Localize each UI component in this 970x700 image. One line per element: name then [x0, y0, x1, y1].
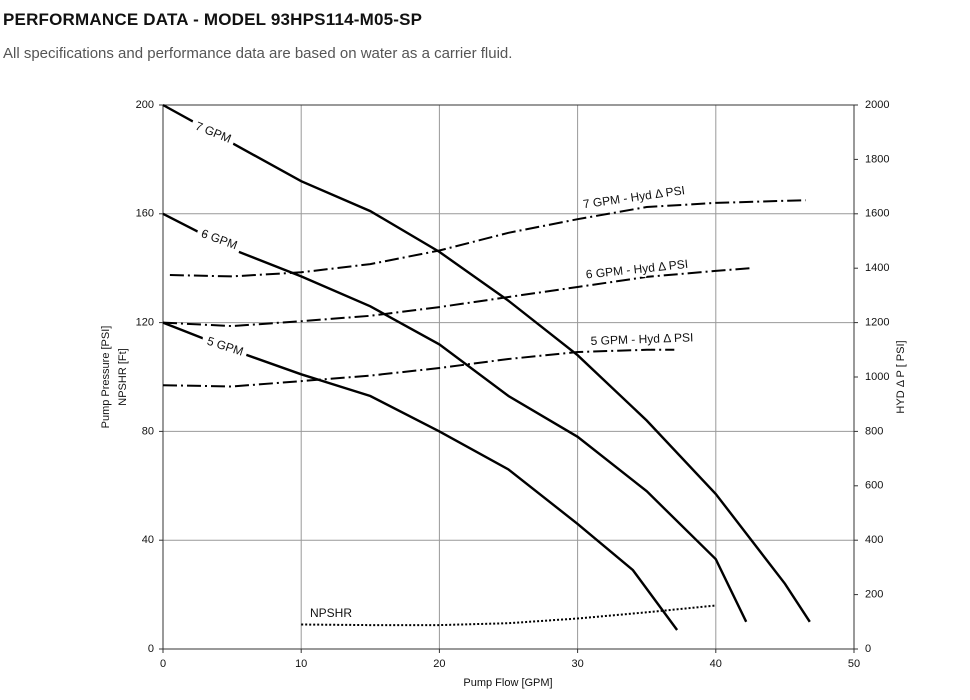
series-label: 5 GPM	[205, 334, 245, 359]
y-tick-label: 0	[148, 643, 154, 655]
series-line	[162, 321, 679, 631]
series-line	[169, 199, 806, 278]
y-tick-label: 120	[136, 317, 154, 329]
y2-tick-label: 400	[865, 534, 883, 546]
y2-axis-label: HYD Δ P [ PSI]	[895, 340, 907, 413]
series-line	[301, 604, 716, 627]
series-label: 6 GPM - Hyd Δ PSI	[585, 257, 689, 282]
x-axis-label: Pump Flow [GPM]	[463, 677, 552, 689]
series-label: 7 GPM	[193, 119, 233, 146]
series-label: 5 GPM - Hyd Δ PSI	[590, 330, 693, 348]
series-line	[162, 212, 748, 623]
page-title: PERFORMANCE DATA - MODEL 93HPS114-M05-SP	[3, 10, 423, 29]
page-subtitle: All specifications and performance data …	[3, 45, 513, 62]
series-label: 7 GPM - Hyd Δ PSI	[582, 183, 686, 211]
y-tick-label: 40	[142, 534, 154, 546]
y2-tick-label: 1600	[865, 208, 889, 220]
y-axis-label: Pump Pressure [PSI]	[100, 326, 112, 429]
y-tick-label: 80	[142, 425, 154, 437]
series-line	[162, 267, 751, 328]
plot-frame	[162, 104, 855, 650]
y-tick-label: 160	[136, 208, 154, 220]
y2-tick-label: 800	[865, 425, 883, 437]
y2-tick-label: 1000	[865, 371, 889, 383]
x-tick-label: 10	[295, 658, 307, 670]
series-label: NPSHR	[310, 606, 352, 620]
x-tick-label: 20	[433, 658, 445, 670]
y2-tick-label: 200	[865, 589, 883, 601]
y2-tick-label: 0	[865, 643, 871, 655]
y2-tick-label: 2000	[865, 99, 889, 111]
y-axis-label: NPSHR [Ft]	[117, 348, 129, 405]
y2-tick-label: 600	[865, 480, 883, 492]
y2-tick-label: 1400	[865, 262, 889, 274]
x-tick-label: 0	[160, 658, 166, 670]
y2-tick-label: 1200	[865, 317, 889, 329]
y-tick-label: 200	[136, 99, 154, 111]
series-label: 6 GPM	[199, 226, 239, 252]
series-line	[162, 348, 675, 388]
series-line	[162, 103, 811, 623]
x-tick-label: 30	[571, 658, 583, 670]
x-tick-label: 40	[710, 658, 722, 670]
y2-tick-label: 1800	[865, 153, 889, 165]
x-tick-label: 50	[848, 658, 860, 670]
